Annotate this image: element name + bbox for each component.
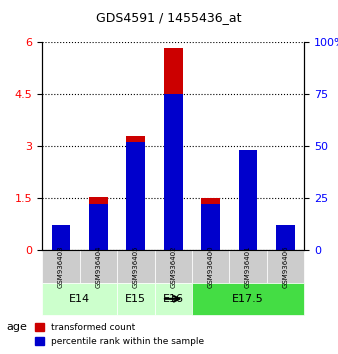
Text: GSM936404: GSM936404 bbox=[95, 245, 101, 288]
Bar bbox=[89, 196, 108, 205]
Bar bbox=[201, 198, 220, 250]
Bar bbox=[89, 196, 108, 250]
Text: GSM936402: GSM936402 bbox=[170, 245, 176, 288]
FancyBboxPatch shape bbox=[154, 282, 192, 315]
Bar bbox=[126, 136, 145, 250]
Bar bbox=[89, 205, 108, 250]
Bar bbox=[276, 225, 295, 250]
Bar bbox=[164, 95, 183, 250]
Text: GSM936403: GSM936403 bbox=[58, 245, 64, 288]
Bar bbox=[239, 150, 258, 250]
Bar bbox=[201, 198, 220, 205]
FancyBboxPatch shape bbox=[192, 250, 230, 282]
Text: E14: E14 bbox=[69, 294, 90, 304]
Bar bbox=[164, 48, 183, 250]
FancyBboxPatch shape bbox=[154, 250, 192, 282]
Text: GDS4591 / 1455436_at: GDS4591 / 1455436_at bbox=[96, 11, 242, 24]
Bar bbox=[126, 136, 145, 142]
Bar bbox=[164, 48, 183, 95]
FancyBboxPatch shape bbox=[117, 282, 154, 315]
Bar bbox=[126, 142, 145, 250]
FancyBboxPatch shape bbox=[80, 250, 117, 282]
Text: E17.5: E17.5 bbox=[232, 294, 264, 304]
Text: GSM936401: GSM936401 bbox=[245, 245, 251, 288]
Text: GSM936405: GSM936405 bbox=[133, 245, 139, 288]
FancyBboxPatch shape bbox=[230, 250, 267, 282]
Text: GSM936400: GSM936400 bbox=[208, 245, 214, 288]
Text: E15: E15 bbox=[125, 294, 146, 304]
FancyBboxPatch shape bbox=[117, 250, 154, 282]
Bar bbox=[201, 205, 220, 250]
Text: GSM936406: GSM936406 bbox=[283, 245, 289, 288]
FancyBboxPatch shape bbox=[267, 250, 304, 282]
FancyBboxPatch shape bbox=[42, 282, 117, 315]
FancyBboxPatch shape bbox=[42, 250, 80, 282]
Bar bbox=[239, 186, 258, 250]
Bar bbox=[52, 225, 70, 250]
Bar bbox=[52, 226, 70, 250]
Text: age: age bbox=[7, 322, 28, 332]
Text: E16: E16 bbox=[163, 294, 184, 304]
FancyBboxPatch shape bbox=[192, 282, 304, 315]
Legend: transformed count, percentile rank within the sample: transformed count, percentile rank withi… bbox=[31, 320, 208, 349]
Bar bbox=[276, 228, 295, 250]
